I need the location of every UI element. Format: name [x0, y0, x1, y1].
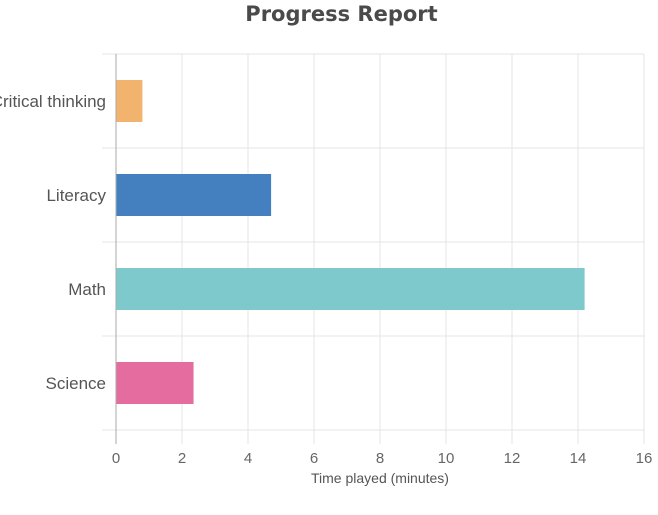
x-tick-label: 0 [112, 450, 120, 467]
category-label: Literacy [46, 186, 106, 205]
x-tick-labels: 0 2 4 6 8 10 12 14 16 [112, 450, 653, 467]
bar [116, 362, 194, 404]
bar [116, 268, 585, 310]
chart-title: Progress Report [245, 2, 438, 26]
bars [116, 80, 585, 404]
bar [116, 174, 272, 216]
x-tick-label: 2 [178, 450, 186, 467]
category-label: Science [46, 374, 106, 393]
x-tick-label: 16 [636, 450, 653, 467]
category-label: Critical thinking [0, 92, 106, 111]
category-label: Math [68, 280, 106, 299]
x-tick-label: 12 [504, 450, 521, 467]
category-labels: Critical thinking Literacy Math Science [0, 92, 106, 393]
x-axis-title: Time played (minutes) [311, 470, 449, 486]
x-tick-label: 8 [376, 450, 384, 467]
x-tick-label: 10 [438, 450, 455, 467]
x-tick-label: 14 [570, 450, 587, 467]
x-tick-label: 4 [244, 450, 252, 467]
bar [116, 80, 143, 122]
grid-lines [102, 53, 645, 444]
x-tick-label: 6 [310, 450, 318, 467]
